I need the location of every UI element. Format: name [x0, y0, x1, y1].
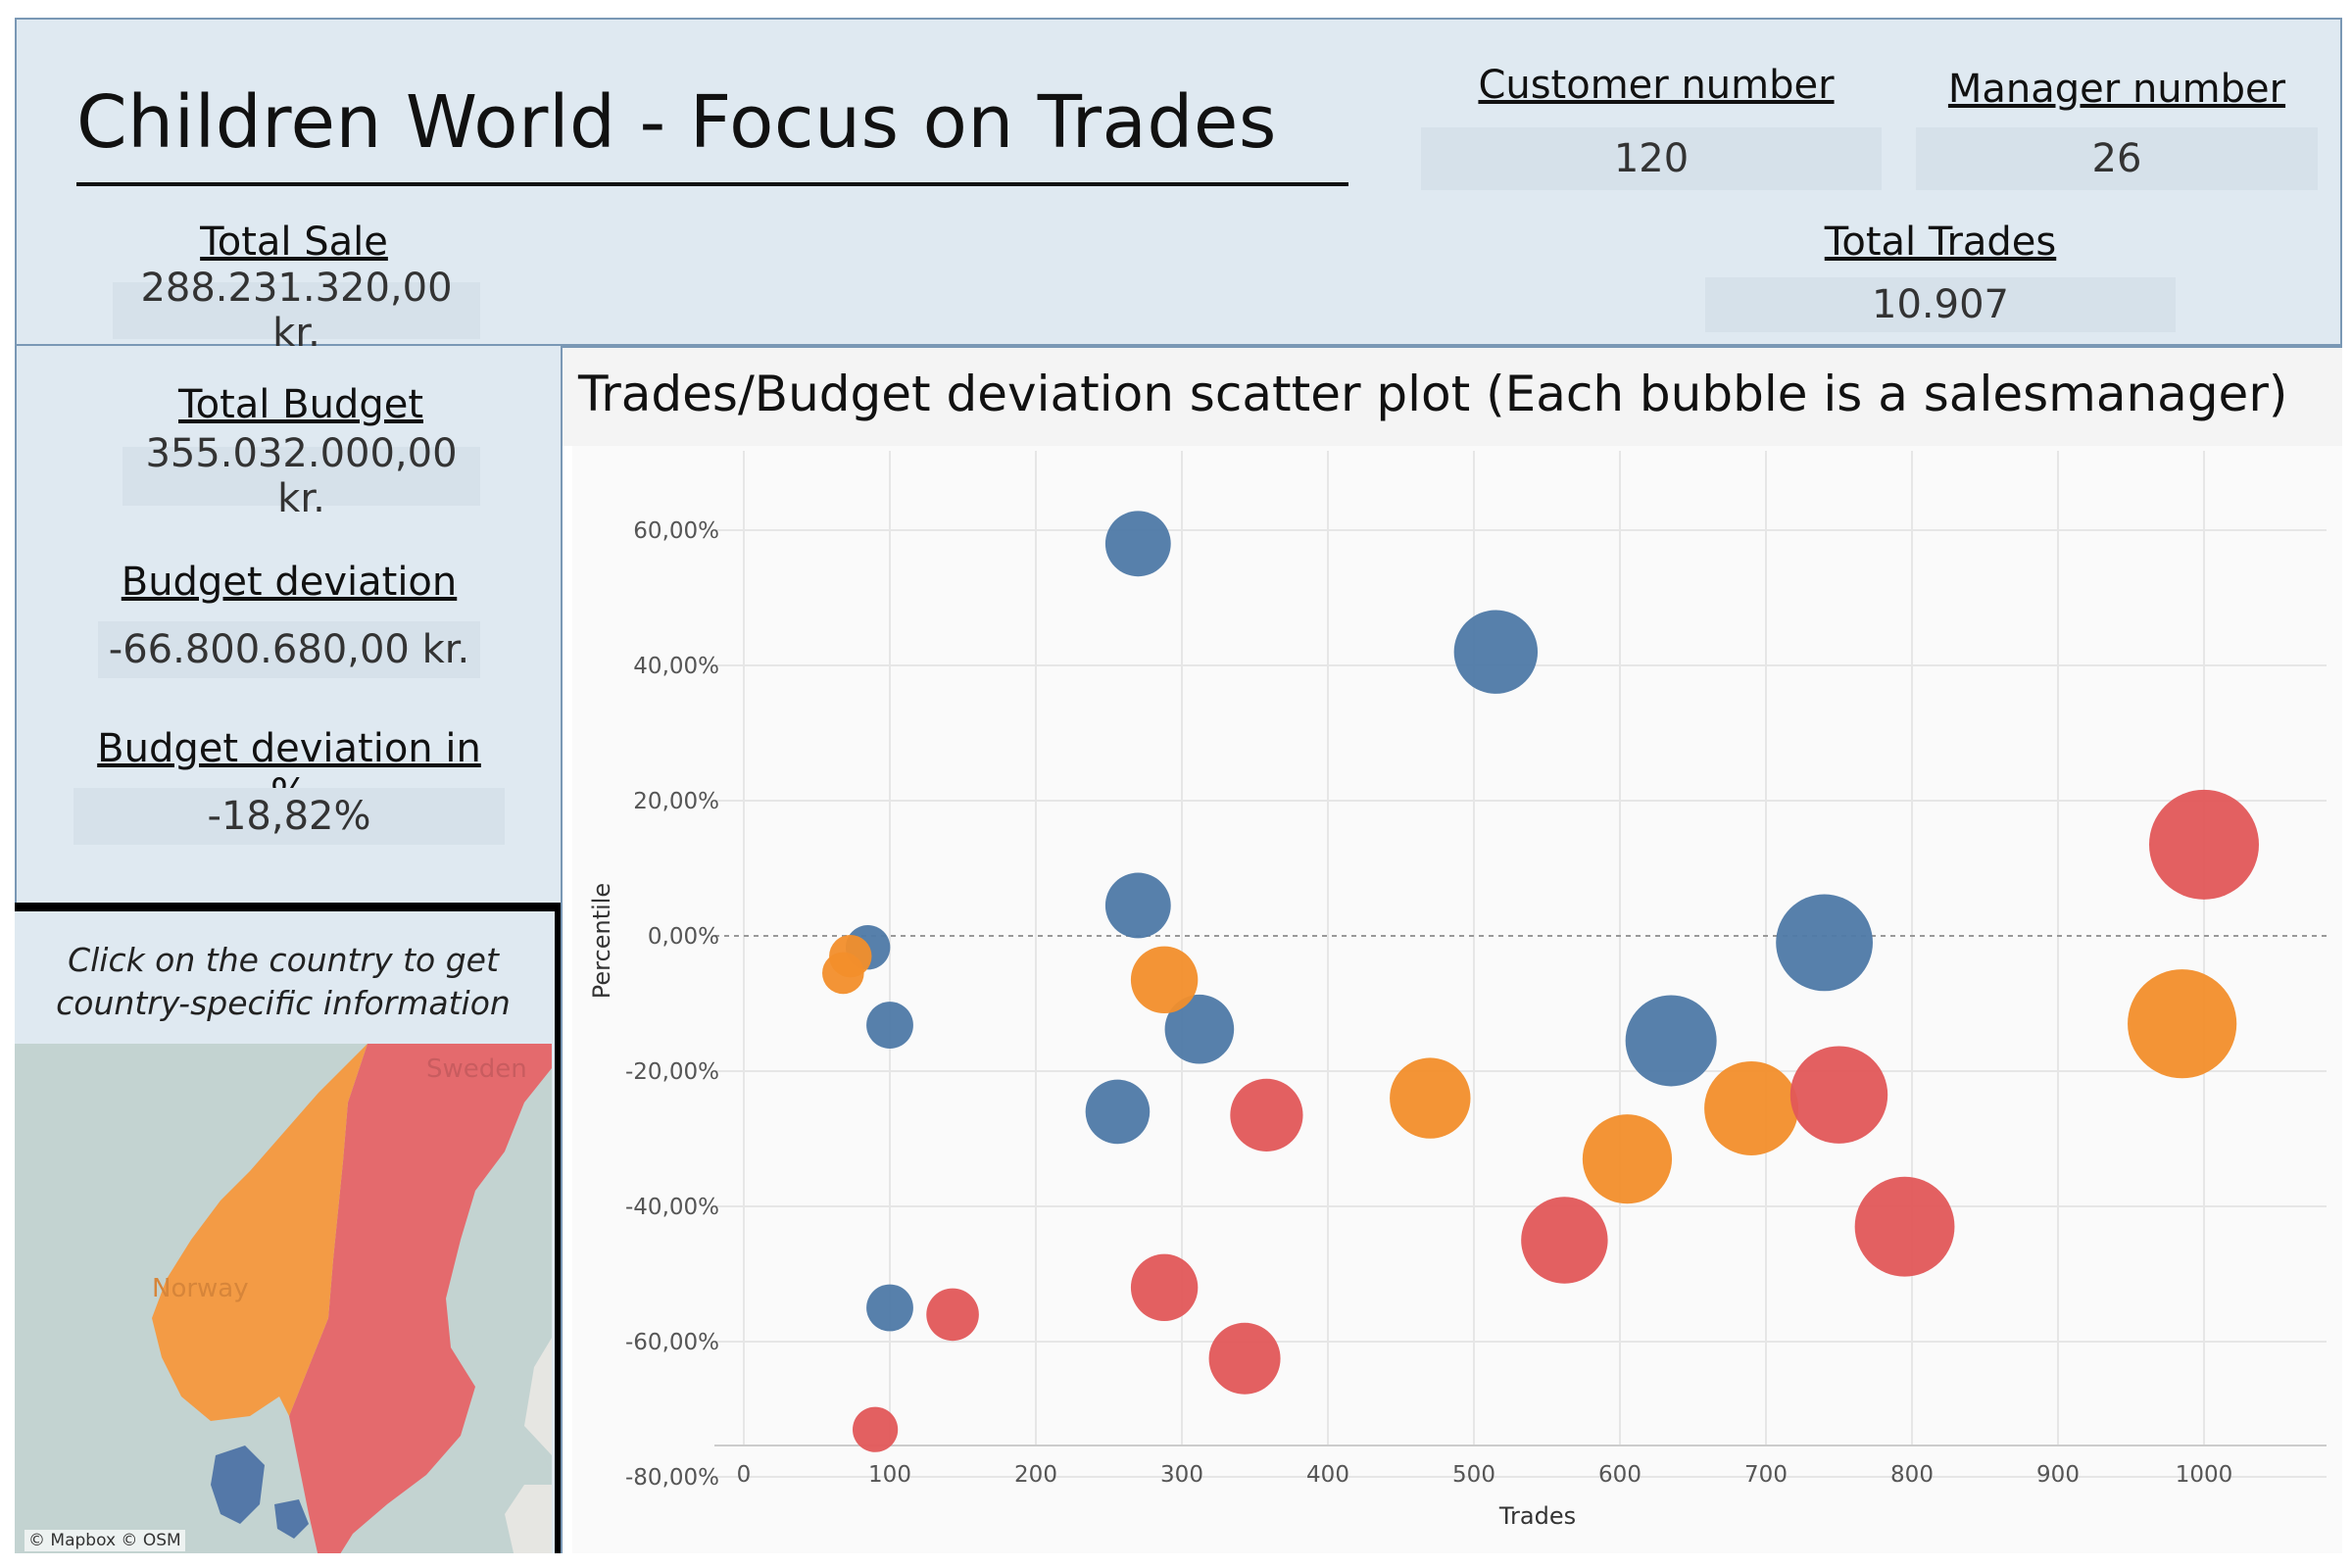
- salesmanager-bubble[interactable]: [853, 1406, 899, 1452]
- country-map-panel: Click on the country to get country-spec…: [15, 903, 564, 1553]
- point-layer: [822, 511, 2259, 1452]
- salesmanager-bubble[interactable]: [1390, 1057, 1471, 1139]
- finland-land: [524, 1338, 552, 1455]
- total-budget-value: 355.032.000,00 kr.: [122, 431, 480, 521]
- x-tick-label: 700: [1744, 1462, 1788, 1488]
- chart-title-bar: Trades/Budget deviation scatter plot (Ea…: [563, 348, 2342, 446]
- salesmanager-bubble[interactable]: [1776, 894, 1873, 992]
- map-area[interactable]: Norway Sweden © Mapbox © OSM: [15, 1044, 552, 1553]
- total-sale-label: Total Sale: [200, 220, 388, 265]
- salesmanager-bubble[interactable]: [2149, 789, 2259, 900]
- plot-background: [572, 446, 2342, 1553]
- x-tick-label: 100: [868, 1462, 911, 1488]
- salesmanager-bubble[interactable]: [1104, 872, 1171, 939]
- axis-layer: 0 100 200 300 400 500 600 700 800 900 1000 60,00% 40…: [625, 518, 2327, 1491]
- total-trades-value: 10.907: [1705, 277, 2176, 332]
- total-trades-label: Total Trades: [1824, 220, 2057, 265]
- manager-number-value: 26: [1916, 127, 2318, 190]
- x-tick-label: 600: [1598, 1462, 1642, 1488]
- salesmanager-bubble[interactable]: [1104, 511, 1171, 577]
- salesmanager-bubble[interactable]: [1704, 1060, 1799, 1155]
- scatter-chart-panel: Trades/Budget deviation scatter plot (Ea…: [561, 346, 2342, 1553]
- customer-number-value: 120: [1421, 127, 1882, 190]
- salesmanager-bubble[interactable]: [1208, 1322, 1281, 1395]
- customer-number-label: Customer number: [1478, 63, 1835, 108]
- salesmanager-bubble[interactable]: [1582, 1114, 1673, 1204]
- y-tick-label: 20,00%: [633, 789, 719, 814]
- budget-deviation-label: Budget deviation: [121, 560, 458, 605]
- x-tick-label: 0: [737, 1462, 752, 1488]
- salesmanager-bubble[interactable]: [1453, 610, 1539, 694]
- salesmanager-bubble[interactable]: [1164, 994, 1235, 1064]
- x-tick-label: 900: [2036, 1462, 2080, 1488]
- baltic-land: [505, 1485, 552, 1553]
- salesmanager-bubble[interactable]: [866, 1284, 913, 1332]
- denmark-region[interactable]: [211, 1446, 265, 1524]
- y-tick-label: -80,00%: [625, 1465, 719, 1491]
- salesmanager-bubble[interactable]: [822, 952, 864, 995]
- total-budget-label: Total Budget: [178, 382, 423, 427]
- salesmanager-bubble[interactable]: [1521, 1197, 1608, 1284]
- salesmanager-bubble[interactable]: [1085, 1079, 1151, 1145]
- x-tick-label: 1000: [2176, 1462, 2233, 1488]
- y-tick-label: 60,00%: [633, 518, 719, 544]
- budget-deviation-value: -66.800.680,00 kr.: [98, 621, 480, 678]
- dashboard-title: Children World - Focus on Trades: [76, 80, 1277, 165]
- y-axis-title: Percentile: [588, 883, 615, 999]
- total-sale-value: 288.231.320,00 kr.: [113, 266, 480, 356]
- x-tick-label: 800: [1890, 1462, 1934, 1488]
- x-tick-label: 200: [1014, 1462, 1057, 1488]
- chart-title: Trades/Budget deviation scatter plot (Ea…: [578, 366, 2288, 422]
- salesmanager-bubble[interactable]: [1789, 1046, 1888, 1144]
- sweden-label: Sweden: [426, 1054, 527, 1084]
- x-axis-title: Trades: [1498, 1502, 1576, 1530]
- nordic-map[interactable]: Norway Sweden: [15, 1044, 552, 1553]
- norway-label: Norway: [152, 1274, 249, 1303]
- budget-deviation-pct-value: -18,82%: [74, 788, 505, 845]
- y-tick-label: -60,00%: [625, 1330, 719, 1355]
- map-caption: Click on the country to get country-spec…: [15, 939, 552, 1025]
- denmark-island[interactable]: [274, 1499, 309, 1539]
- salesmanager-bubble[interactable]: [1625, 995, 1717, 1087]
- y-tick-label: 0,00%: [648, 924, 719, 950]
- salesmanager-bubble[interactable]: [926, 1288, 979, 1342]
- map-attribution: © Mapbox © OSM: [24, 1530, 185, 1551]
- y-tick-label: -40,00%: [625, 1195, 719, 1220]
- salesmanager-bubble[interactable]: [1854, 1176, 1955, 1277]
- sweden-region[interactable]: [289, 1044, 552, 1553]
- title-underline: [76, 182, 1348, 186]
- gulf-of-bothnia: [466, 1102, 552, 1475]
- salesmanager-bubble[interactable]: [2128, 969, 2237, 1079]
- x-tick-label: 400: [1306, 1462, 1349, 1488]
- norway-region[interactable]: [152, 1044, 368, 1421]
- salesmanager-bubble[interactable]: [1230, 1078, 1303, 1152]
- salesmanager-bubble[interactable]: [1130, 946, 1199, 1014]
- y-tick-label: 40,00%: [633, 654, 719, 679]
- x-tick-label: 300: [1160, 1462, 1203, 1488]
- x-tick-label: 500: [1452, 1462, 1495, 1488]
- scatter-plot: 0 100 200 300 400 500 600 700 800 900 1000 60,00% 40…: [588, 451, 2327, 1530]
- salesmanager-bubble[interactable]: [866, 1002, 913, 1049]
- map-caption-line2: country-specific information: [56, 984, 511, 1022]
- manager-number-label: Manager number: [1947, 67, 2286, 112]
- salesmanager-bubble[interactable]: [1130, 1253, 1199, 1321]
- map-caption-line1: Click on the country to get: [68, 941, 499, 979]
- y-tick-label: -20,00%: [625, 1059, 719, 1085]
